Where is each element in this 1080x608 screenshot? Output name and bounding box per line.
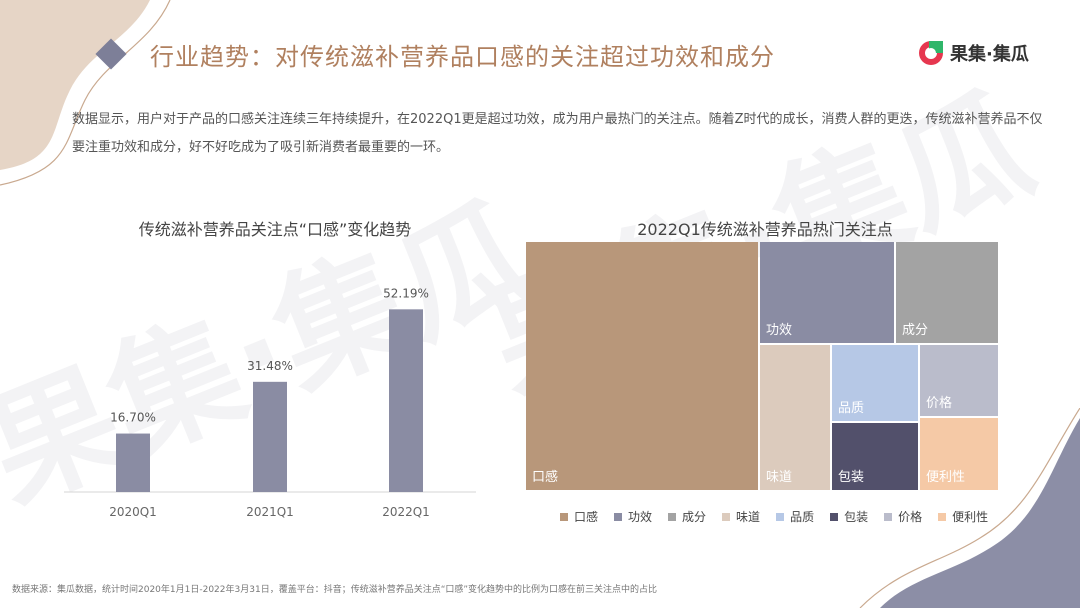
legend-label: 品质 [790,510,815,524]
page-header: 行业趋势：对传统滋补营养品口感的关注超过功效和成分 [92,36,775,72]
legend-label: 包装 [844,510,869,524]
legend-swatch [722,512,731,521]
legend-label: 价格 [898,510,923,524]
x-tick-label: 2020Q1 [109,505,157,519]
legend-swatch [776,512,785,521]
treemap-cell-label: 包装 [838,470,864,485]
x-tick-label: 2021Q1 [246,505,294,519]
treemap-cell-6 [920,345,998,416]
page-title: 行业趋势：对传统滋补营养品口感的关注超过功效和成分 [150,42,775,71]
legend-item: 味道 [722,508,760,525]
logo-text: 果集·集瓜 [950,44,1029,65]
logo-icon [919,41,943,65]
x-tick-label: 2022Q1 [382,505,430,519]
footnote: 数据来源：集瓜数据，统计时间2020年1月1日-2022年3月31日，覆盖平台：… [12,585,658,595]
treemap-cell-5 [832,423,918,490]
bar-2020Q1 [116,433,150,492]
treemap-cell-label: 味道 [766,470,792,485]
treemap-cell-label: 价格 [926,395,952,411]
legend-item: 便利性 [938,508,988,525]
treemap-cell-label: 品质 [838,401,864,416]
treemap-cell-1 [760,242,894,343]
brand-logo: 果集·集瓜 [918,40,1029,66]
legend-item: 品质 [776,508,814,525]
treemap-legend: 口感 功效 成分 味道 品质 包装 价格 便利性 [560,508,988,525]
corner-decoration-top-left [0,0,171,186]
legend-item: 功效 [614,508,652,525]
legend-item: 成分 [668,508,706,525]
legend-item: 包装 [830,508,868,525]
treemap-cell-label: 成分 [902,323,928,338]
bar-value-label: 16.70% [110,411,156,425]
legend-swatch [668,512,677,521]
bar-2021Q1 [253,381,287,492]
bar-2022Q1 [389,309,423,492]
legend-swatch [938,512,947,521]
treemap-cell-0 [526,242,758,490]
legend-swatch [830,512,839,521]
treemap-title: 2022Q1传统滋补营养品热门关注点 [637,220,893,239]
legend-item: 口感 [560,508,598,525]
treemap-cell-7 [920,418,998,490]
legend-swatch [884,512,893,521]
treemap-cell-label: 功效 [766,323,792,338]
legend-swatch [614,512,623,521]
treemap-cell-label: 口感 [532,469,558,485]
corner-decoration-bottom-right [859,408,1080,608]
intro-paragraph: 数据显示，用户对于产品的口感关注连续三年持续提升，在2022Q1更是超过功效，成… [72,112,1043,155]
bar-value-label: 52.19% [383,286,429,300]
legend-swatch [560,512,568,521]
bar-chart-title: 传统滋补营养品关注点“口感”变化趋势 [138,220,412,239]
bar-chart: 16.70% 2020Q1 31.48% 2021Q1 52.19% 2022Q1 [64,286,476,519]
treemap-cell-3 [760,345,830,490]
treemap-cell-4 [832,345,918,421]
legend-item: 价格 [884,508,922,525]
legend-label: 成分 [682,510,707,524]
legend-label: 功效 [628,510,653,524]
bar-value-label: 31.48% [247,359,293,373]
treemap-cell-2 [896,242,998,343]
legend-label: 便利性 [952,510,989,524]
diamond-icon [95,38,127,70]
legend-label: 味道 [736,510,761,524]
legend-label: 口感 [574,510,599,524]
treemap-cell-label: 便利性 [926,470,965,485]
